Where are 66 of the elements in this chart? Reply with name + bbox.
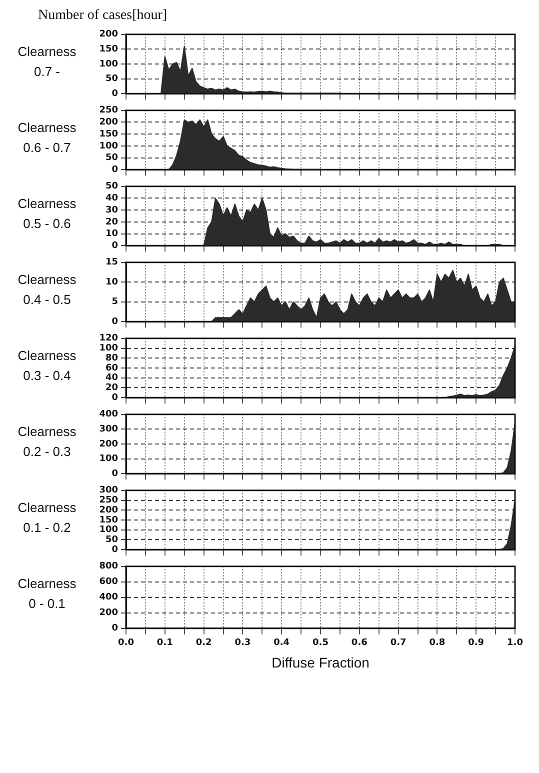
y-tick-label: 300 xyxy=(99,486,118,496)
x-tick-label: 0.6 xyxy=(351,638,368,648)
y-tick-label: 10 xyxy=(105,229,118,240)
y-tick-label: 100 xyxy=(99,525,118,536)
x-tick-label: 0.4 xyxy=(274,638,290,648)
y-tick-label: 0 xyxy=(112,164,118,175)
text: Clearness 0 - 0.1 xyxy=(16,575,78,613)
y-tick-label: 120 xyxy=(99,334,118,344)
y-tick-label: 0 xyxy=(112,544,118,555)
y-tick-label: 100 xyxy=(99,344,118,354)
x-tick-label: 0.9 xyxy=(468,638,484,648)
x-tick-label: 0.7 xyxy=(390,638,406,648)
y-tick-label: 800 xyxy=(99,562,118,572)
y-tick-label: 20 xyxy=(105,383,118,394)
y-tick-label: 15 xyxy=(105,258,118,268)
x-tick-label: 0.1 xyxy=(156,638,173,648)
y-tick-label: 400 xyxy=(99,592,118,603)
y-tick-label: 200 xyxy=(99,118,118,128)
y-tick-label: 100 xyxy=(99,141,118,152)
y-tick-label: 300 xyxy=(99,424,118,435)
y-tick-label: 50 xyxy=(105,74,118,84)
x-axis-title: Diffuse Fraction xyxy=(272,654,370,670)
text: Clearness 0.1 - 0.2 xyxy=(16,499,78,537)
text: Clearness 0.2 - 0.3 xyxy=(16,423,78,461)
y-tick-label: 400 xyxy=(99,410,118,420)
x-tick-label: 1.0 xyxy=(507,638,523,648)
x-tick-label: 0.3 xyxy=(234,638,251,648)
y-tick-label: 100 xyxy=(99,454,118,464)
y-axis-title: Number of cases[hour] xyxy=(38,8,168,24)
y-tick-label: 50 xyxy=(105,182,118,192)
y-tick-label: 100 xyxy=(99,59,118,70)
y-tick-label: 250 xyxy=(99,496,118,506)
y-tick-label: 600 xyxy=(99,577,118,588)
y-tick-label: 20 xyxy=(105,217,118,228)
y-tick-label: 0 xyxy=(112,240,118,251)
y-tick-label: 150 xyxy=(99,44,118,55)
y-tick-label: 0 xyxy=(112,624,118,634)
x-tick-label: 0.5 xyxy=(312,638,328,648)
y-tick-label: 40 xyxy=(105,373,118,384)
x-tick-label: 0.0 xyxy=(118,638,134,648)
y-tick-label: 200 xyxy=(99,439,118,450)
y-tick-label: 80 xyxy=(105,353,118,364)
text: Clearness 0.5 - 0.6 xyxy=(16,195,78,233)
y-tick-label: 150 xyxy=(99,129,118,140)
y-tick-label: 50 xyxy=(105,535,118,546)
y-tick-label: 50 xyxy=(105,153,118,164)
y-tick-label: 0 xyxy=(112,468,118,479)
y-tick-label: 200 xyxy=(99,505,118,516)
y-tick-label: 5 xyxy=(112,297,118,308)
x-tick-label: 0.2 xyxy=(196,638,212,648)
y-tick-label: 150 xyxy=(99,515,118,526)
text: Clearness 0.4 - 0.5 xyxy=(16,271,78,309)
text: Clearness 0.7 - xyxy=(16,43,78,81)
y-tick-label: 10 xyxy=(105,277,118,288)
x-tick-label: 0.8 xyxy=(429,638,446,648)
y-tick-label: 0 xyxy=(112,316,118,327)
y-tick-label: 250 xyxy=(99,106,118,116)
y-tick-label: 200 xyxy=(99,608,118,618)
y-tick-label: 0 xyxy=(112,392,118,403)
y-tick-label: 30 xyxy=(105,205,118,216)
y-tick-label: 0 xyxy=(112,88,118,99)
text: Clearness 0.3 - 0.4 xyxy=(16,347,78,385)
y-tick-label: 200 xyxy=(99,30,118,40)
y-tick-label: 60 xyxy=(105,363,118,374)
y-tick-label: 40 xyxy=(105,194,118,204)
text: Clearness 0.6 - 0.7 xyxy=(16,119,78,157)
